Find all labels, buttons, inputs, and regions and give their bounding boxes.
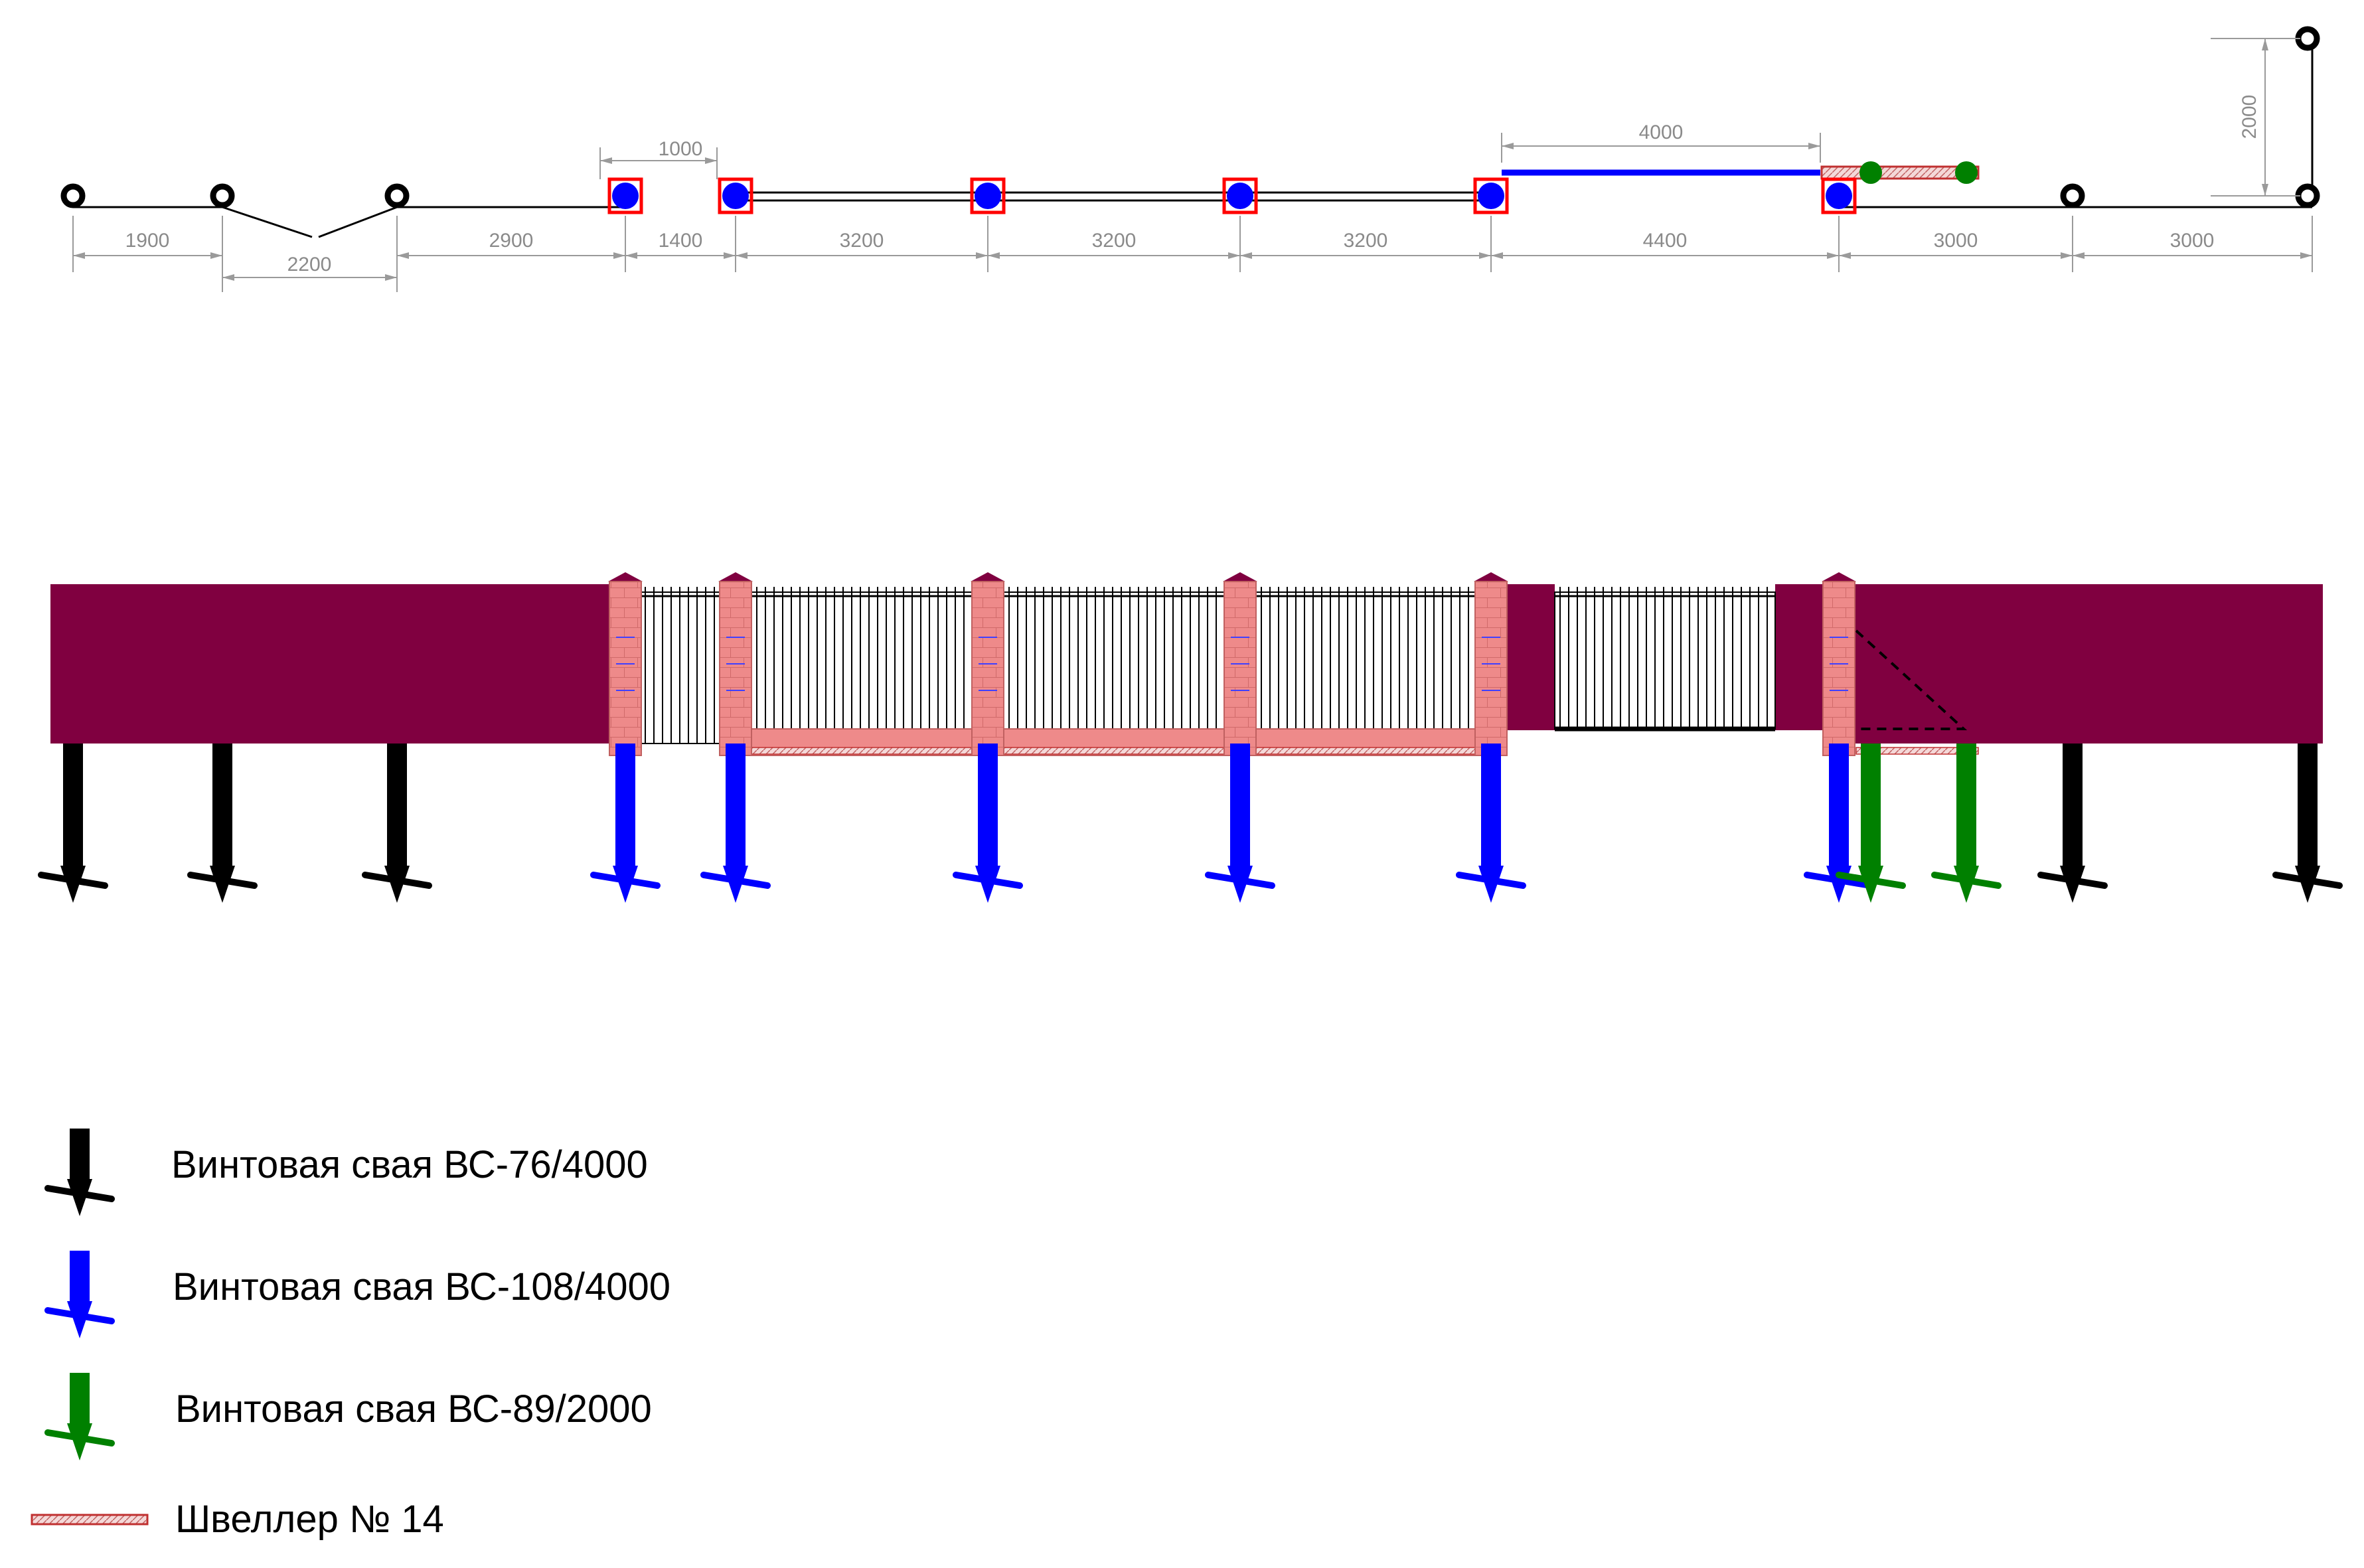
plan-large-pile <box>1222 177 1258 214</box>
plan-large-pile <box>1473 177 1509 214</box>
legend-label: Швеллер № 14 <box>175 1498 444 1541</box>
legend-item: Винтовая свая ВС-108/4000 <box>44 1251 670 1338</box>
brick-posts <box>608 572 1856 756</box>
pile-medium-arrow <box>1931 744 2002 903</box>
brick-post <box>608 572 643 756</box>
plan-small-pile <box>2060 183 2085 208</box>
legend-label: Винтовая свая ВС-76/4000 <box>171 1143 648 1186</box>
plan-large-pile <box>1821 177 1857 214</box>
legend-arrow <box>44 1251 115 1338</box>
elevation-channel-beam <box>735 747 1492 755</box>
pile-small-arrow <box>2272 744 2343 903</box>
wall-panel <box>50 584 609 744</box>
plan-large-pile <box>718 177 753 214</box>
plan-large-pile <box>970 177 1006 214</box>
dim-label: 3000 <box>2170 230 2215 252</box>
pile-large-arrow <box>1456 744 1526 903</box>
plan-large-pile <box>607 177 643 214</box>
wall-panel <box>1507 584 1555 730</box>
legend-item: Швеллер № 14 <box>31 1498 444 1541</box>
pile-large-arrow <box>953 744 1023 903</box>
gate-brace <box>1855 629 1968 730</box>
legend-item: Винтовая свая ВС-89/2000 <box>44 1373 652 1460</box>
dim-label: 4400 <box>1643 230 1688 252</box>
black-pile-arrow-icon <box>44 1129 115 1216</box>
pile-small-arrow <box>362 744 432 903</box>
elevation-view <box>38 572 2343 903</box>
pile-large-arrow <box>1205 744 1275 903</box>
plan-view: 1900 2200 2900 1400 3200 3200 3200 4400 … <box>60 26 2320 292</box>
pile-small-arrow <box>38 744 108 903</box>
plan-channel-beam <box>1820 165 1980 180</box>
dim-label: 3200 <box>1092 230 1137 252</box>
plan-medium-pile <box>1955 161 1978 184</box>
pile-arrows <box>38 744 2343 903</box>
picket-section <box>751 587 973 730</box>
plan-small-pile <box>60 183 86 208</box>
legend-label: Винтовая свая ВС-89/2000 <box>175 1387 652 1431</box>
pile-medium-arrow <box>1836 744 1906 903</box>
picket-sections <box>639 587 1776 744</box>
dim-label: 1400 <box>659 230 703 252</box>
plan-small-pile <box>2295 26 2320 51</box>
legend: Винтовая свая ВС-76/4000 Винтовая свая В… <box>31 1129 670 1541</box>
picket-section <box>1003 587 1225 730</box>
dim-label: 1000 <box>659 138 703 160</box>
plan-medium-pile <box>1859 161 1882 184</box>
legend-arrow <box>44 1129 115 1216</box>
plan-small-pile <box>210 183 235 208</box>
dim-label: 2000 <box>2239 95 2260 139</box>
picket-section <box>639 587 720 744</box>
dimension-lines <box>72 38 2313 292</box>
plan-medium-piles <box>1859 161 1978 184</box>
picket-section <box>1255 587 1476 730</box>
channel-beam-icon <box>31 1514 149 1526</box>
pile-small-arrow <box>2037 744 2108 903</box>
dim-label: 1900 <box>125 230 170 252</box>
dim-label: 3000 <box>1934 230 1978 252</box>
dim-label: 3200 <box>1344 230 1388 252</box>
legend-item: Винтовая свая ВС-76/4000 <box>44 1129 648 1216</box>
legend-label: Винтовая свая ВС-108/4000 <box>173 1265 670 1308</box>
plan-small-pile <box>384 183 410 208</box>
elevation-channel-beam <box>1855 747 1979 755</box>
wall-panel <box>1855 584 2323 744</box>
brick-post <box>1474 572 1508 756</box>
dim-label: 2200 <box>287 254 332 275</box>
plan-small-pile <box>2295 183 2320 208</box>
brick-post <box>1223 572 1257 756</box>
plan-fence-lines <box>73 39 2314 238</box>
pile-large-arrow <box>590 744 661 903</box>
wall-panel <box>1775 584 1823 730</box>
plan-large-piles <box>607 177 1857 214</box>
dimension-arrowheads <box>73 39 2312 281</box>
plan-small-piles <box>60 26 2320 208</box>
brick-post <box>718 572 753 756</box>
green-pile-arrow-icon <box>44 1373 115 1460</box>
brick-post <box>971 572 1005 756</box>
dim-label: 4000 <box>1639 121 1684 143</box>
dim-label: 3200 <box>840 230 884 252</box>
pile-small-arrow <box>187 744 258 903</box>
brick-post <box>1822 572 1856 756</box>
dim-label: 2900 <box>489 230 534 252</box>
legend-arrow <box>44 1373 115 1460</box>
blue-pile-arrow-icon <box>44 1251 115 1338</box>
picket-section <box>1554 587 1776 730</box>
pile-large-arrow <box>700 744 771 903</box>
